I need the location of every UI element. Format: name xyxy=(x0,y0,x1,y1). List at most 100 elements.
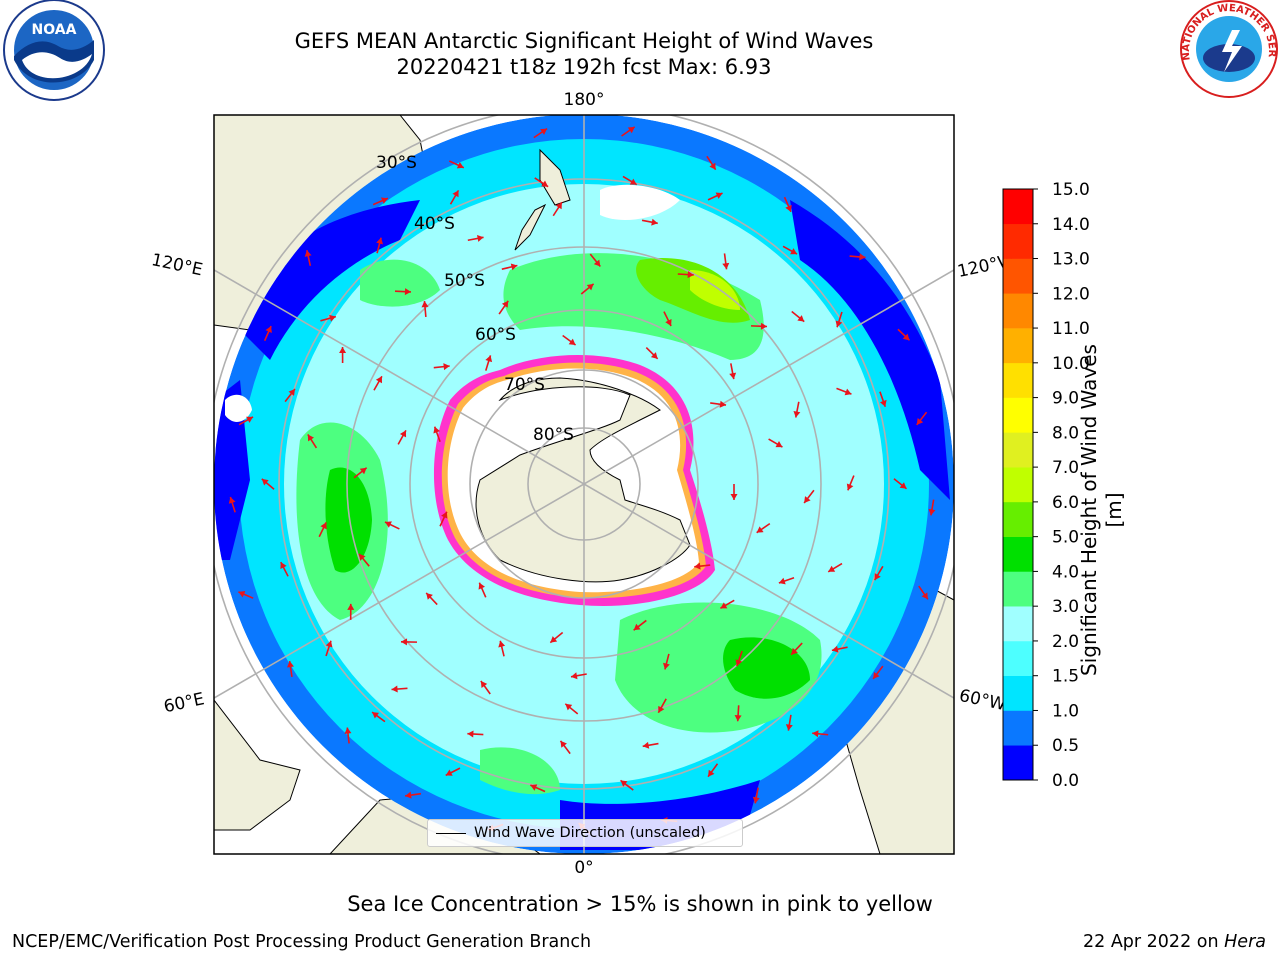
colorbar-segment xyxy=(1003,258,1033,294)
wind-wave-arrowhead xyxy=(752,796,760,804)
colorbar-segment xyxy=(1003,606,1033,642)
lon-label-60w: 60°W xyxy=(957,686,1007,715)
new-zealand xyxy=(514,148,571,251)
wind-wave-arrowhead xyxy=(501,300,509,308)
wind-wave-arrowhead xyxy=(443,363,450,371)
colorbar-tick-label: 9.0 xyxy=(1052,389,1079,409)
wind-wave-arrowhead xyxy=(812,730,819,738)
wind-wave-arrowhead xyxy=(375,376,382,384)
wind-wave-arrowhead xyxy=(658,705,665,713)
noaa-logo: NOAA xyxy=(3,0,105,101)
colorbar-segment xyxy=(1003,675,1033,711)
colorbar-tick-label: 7.0 xyxy=(1052,458,1079,478)
wind-wave-arrowhead xyxy=(265,326,272,333)
wind-wave-arrowhead xyxy=(359,553,366,561)
wind-wave-arrowhead xyxy=(593,259,601,267)
lon-label-60e: 60°E xyxy=(162,689,206,717)
wind-wave-arrowhead xyxy=(380,197,388,204)
colorbar-segment xyxy=(1003,710,1033,746)
lat-label-40s: 40°S xyxy=(414,214,455,234)
colorbar-tick-label: 6.0 xyxy=(1052,493,1079,513)
wind-wave-arrowhead xyxy=(859,253,866,261)
wind-wave-arrowhead xyxy=(399,430,407,438)
wind-wave-arrowhead xyxy=(384,521,392,528)
wind-wave-arrowhead xyxy=(916,417,924,425)
lon-label-120e: 120°E xyxy=(150,250,205,280)
lat-label-30s: 30°S xyxy=(376,153,417,173)
wind-wave-arrowhead xyxy=(665,319,672,326)
date-stamp: 22 Apr 2022 on Hera xyxy=(1083,932,1266,952)
lat-label-60s: 60°S xyxy=(475,325,516,345)
wind-wave-arrowhead xyxy=(441,511,448,519)
wind-wave-arrowhead xyxy=(280,562,287,570)
wind-wave-arrowhead xyxy=(510,263,518,271)
wind-wave-arrowhead xyxy=(797,315,805,322)
wind-wave-arrowhead xyxy=(734,715,742,722)
wind-wave-arrowhead xyxy=(650,352,658,359)
wind-wave-arrowhead xyxy=(304,250,312,257)
colorbar-tick-label: 10.0 xyxy=(1052,354,1090,374)
wind-wave-arrowhead xyxy=(873,671,880,679)
wind-wave-arrowhead xyxy=(899,482,907,489)
legend-line-swatch xyxy=(436,832,466,834)
wind-wave-arrowhead xyxy=(756,526,764,533)
wind-wave-arrowhead xyxy=(879,399,887,407)
wind-wave-arrowhead xyxy=(359,467,367,475)
colorbar-tick-label: 11.0 xyxy=(1052,319,1090,339)
wind-wave-arrowhead xyxy=(339,347,347,354)
wind-wave-arrowhead xyxy=(445,769,453,776)
chart-title: GEFS MEAN Antarctic Significant Height o… xyxy=(294,29,874,53)
wind-wave-arrowhead xyxy=(433,426,440,434)
wind-wave-arrowhead xyxy=(329,314,336,322)
wind-wave-arrowhead xyxy=(347,603,355,610)
wind-wave-arrowhead xyxy=(288,389,295,396)
wind-wave-arrowhead xyxy=(775,441,783,448)
colorbar-tick-label: 14.0 xyxy=(1052,215,1090,235)
wind-wave-arrowhead xyxy=(846,483,854,491)
wind-wave-arrowhead xyxy=(391,685,398,693)
colorbar-tick-label: 3.0 xyxy=(1052,597,1079,617)
nws-logo-text: NATIONAL WEATHER SERVICE xyxy=(0,0,1277,61)
noaa-logo-text: NOAA xyxy=(32,22,77,38)
wind-wave-arrowhead xyxy=(452,190,459,198)
wind-wave-arrowhead xyxy=(791,647,798,655)
colorbar-segment xyxy=(1003,223,1033,259)
wind-wave-arrowhead xyxy=(709,162,716,170)
wind-wave-arrowhead xyxy=(651,218,658,226)
colorbar-tick-label: 4.0 xyxy=(1052,562,1079,582)
map-legend: Wind Wave Direction (unscaled) xyxy=(427,819,743,847)
wind-wave-arrowhead xyxy=(928,508,936,516)
wind-wave-arrowhead xyxy=(405,791,412,799)
wind-wave-arrowhead xyxy=(550,636,558,643)
wind-wave-arrowhead xyxy=(307,434,315,442)
colorbar-tick-label: 8.0 xyxy=(1052,423,1079,443)
wind-wave-arrowhead xyxy=(246,416,254,423)
lat-label-70s: 70°S xyxy=(504,375,545,395)
colorbar-tick-label: 1.5 xyxy=(1052,667,1079,687)
wind-wave-arrowhead xyxy=(663,662,670,670)
wind-wave-arrowhead xyxy=(921,592,928,600)
wind-wave-arrowhead xyxy=(376,237,383,245)
wind-wave-arrowhead xyxy=(478,582,485,590)
colorbar-segment xyxy=(1003,397,1033,433)
wind-wave-arrowhead xyxy=(835,320,843,328)
colorbar-tick-label: 1.0 xyxy=(1052,701,1079,721)
sea-ice-footnote: Sea Ice Concentration > 15% is shown in … xyxy=(347,892,933,916)
wind-wave-arrowhead xyxy=(480,681,488,688)
colorbar-segment xyxy=(1003,432,1033,468)
lon-label-180: 180° xyxy=(564,90,605,110)
wind-wave-arrowhead xyxy=(555,202,562,210)
wind-wave-arrowhead xyxy=(722,262,730,270)
chart-subtitle: 20220421 t18z 192h fcst Max: 6.93 xyxy=(396,55,772,79)
wind-wave-arrowhead xyxy=(793,410,801,418)
wind-wave-arrowhead xyxy=(844,388,852,396)
wind-wave-arrowhead xyxy=(720,602,728,609)
wind-wave-arrowhead xyxy=(456,162,464,169)
antarctica xyxy=(433,354,715,606)
colorbar-segment xyxy=(1003,536,1033,572)
wind-wave-arrowhead xyxy=(831,645,839,653)
credit-text: NCEP/EMC/Verification Post Processing Pr… xyxy=(12,932,592,952)
wind-wave-arrowhead xyxy=(760,322,768,330)
colorbar-segment xyxy=(1003,467,1033,503)
colorbar-segment xyxy=(1003,189,1033,225)
